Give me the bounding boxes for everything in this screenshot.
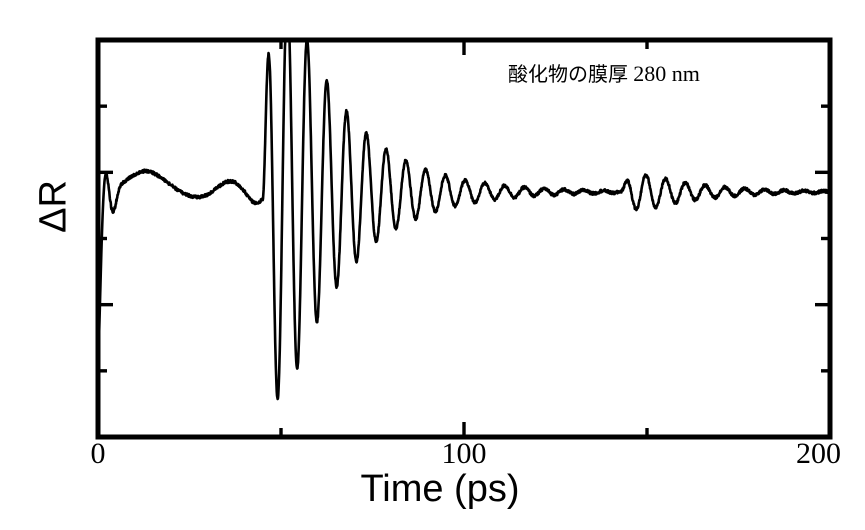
plot-frame xyxy=(95,37,833,440)
annotation-value-text: 280 nm xyxy=(633,61,700,86)
axes-frame xyxy=(95,37,833,440)
data-trace xyxy=(96,39,832,401)
y-axis-title: ΔR xyxy=(32,180,75,233)
x-tick-label-200: 200 xyxy=(796,437,841,470)
annotation-cjk-text: 酸化物の膜厚 xyxy=(508,62,628,86)
delta-r-trace-line xyxy=(96,39,832,401)
x-axis-title: Time (ps) xyxy=(360,468,520,510)
annotation-film-thickness: 酸化物の膜厚 280 nm xyxy=(508,58,700,87)
x-tick-label-100: 100 xyxy=(441,437,487,470)
x-tick-label-0: 0 xyxy=(90,437,106,470)
axis-ticks xyxy=(98,40,830,437)
